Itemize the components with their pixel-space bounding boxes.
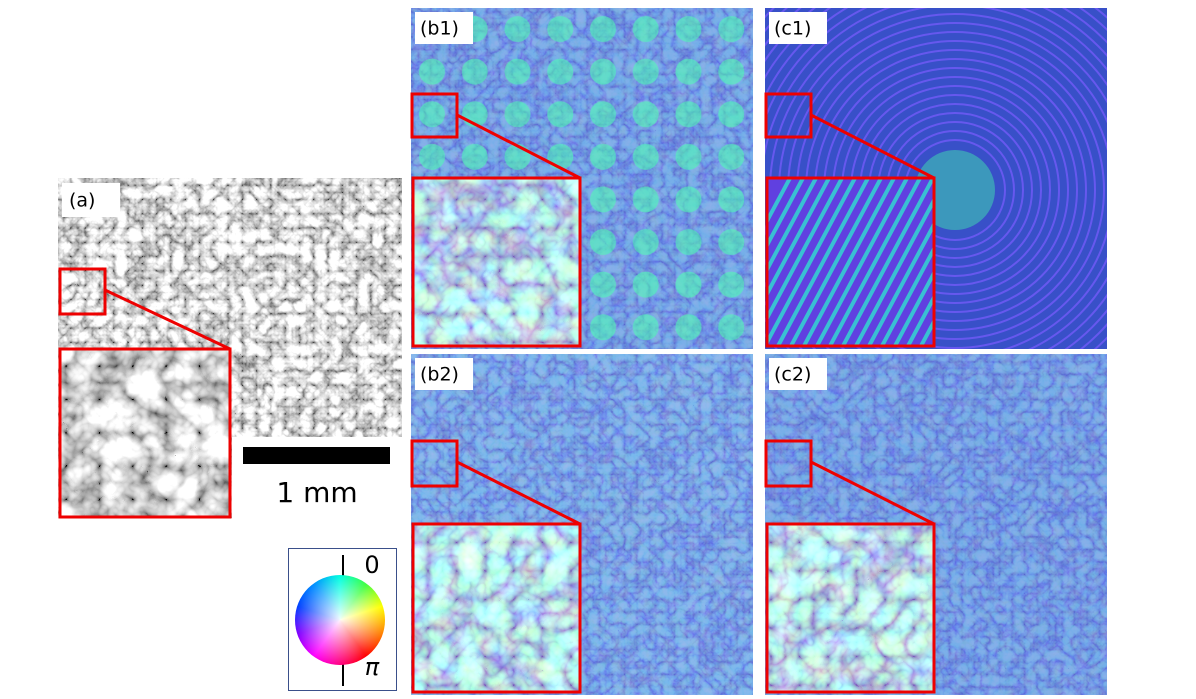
stripe bbox=[906, 293, 934, 346]
scale-bar bbox=[243, 447, 390, 464]
panel-label: (c1) bbox=[774, 18, 811, 40]
stripe bbox=[815, 178, 909, 346]
stripe bbox=[802, 178, 896, 346]
inset-stripes bbox=[767, 178, 934, 346]
stripe bbox=[767, 178, 844, 323]
stripe bbox=[767, 178, 831, 298]
stripe bbox=[893, 268, 934, 346]
inset bbox=[413, 524, 580, 692]
panel-label: (b2) bbox=[420, 364, 459, 386]
wheel-label: 0 bbox=[364, 551, 379, 579]
label-box bbox=[415, 358, 473, 390]
stripe bbox=[767, 178, 857, 346]
inset bbox=[59, 348, 230, 518]
zoom-markers bbox=[58, 267, 232, 519]
stripe bbox=[867, 220, 934, 346]
stripe bbox=[789, 178, 883, 346]
panel-label: (a) bbox=[69, 190, 95, 212]
inset bbox=[413, 178, 580, 346]
panel-label: (c2) bbox=[774, 364, 811, 386]
stripe bbox=[767, 178, 818, 274]
label-box bbox=[769, 12, 827, 44]
stripe bbox=[767, 178, 792, 226]
panel-label: (b1) bbox=[420, 18, 459, 40]
zoom-markers bbox=[410, 92, 936, 694]
stripe bbox=[854, 196, 934, 346]
label-box bbox=[769, 358, 827, 390]
stripe bbox=[841, 178, 934, 346]
wheel-label: π bbox=[365, 653, 380, 681]
stripe bbox=[880, 244, 934, 346]
stripe bbox=[767, 178, 805, 250]
label-box bbox=[415, 12, 473, 44]
stripe bbox=[828, 178, 922, 346]
stripe bbox=[776, 178, 870, 346]
color-wheel bbox=[295, 575, 385, 665]
inset bbox=[767, 524, 934, 692]
scale-label: 1 mm bbox=[276, 476, 357, 509]
label-box bbox=[62, 183, 120, 217]
